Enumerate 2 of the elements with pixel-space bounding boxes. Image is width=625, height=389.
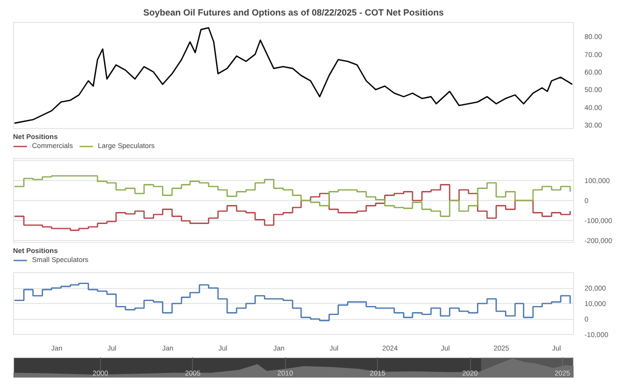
chart-title: Soybean Oil Futures and Options as of 08/22/2025 - COT Net Positions [143, 8, 444, 18]
line-series [14, 27, 573, 124]
